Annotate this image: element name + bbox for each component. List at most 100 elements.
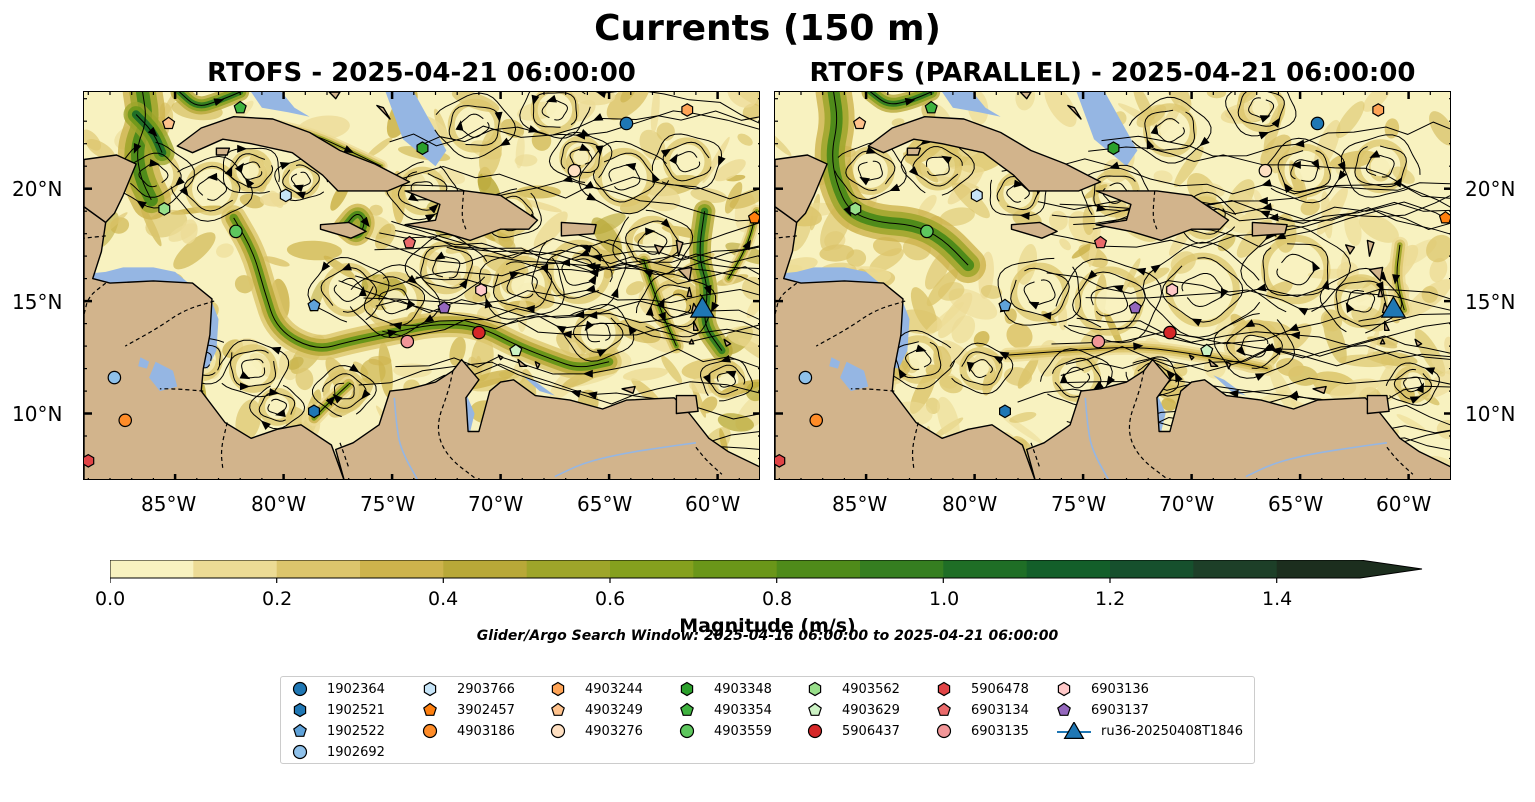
hexagon-marker-icon: [1057, 681, 1071, 697]
legend-marker: [680, 702, 694, 716]
legend-label: 1902364: [327, 681, 385, 697]
float-marker: [84, 453, 95, 468]
float-marker: [107, 370, 122, 385]
left-map: [83, 91, 760, 480]
legend-marker: [1057, 702, 1071, 716]
float-marker: [279, 188, 292, 203]
circle-marker-icon: [936, 723, 952, 739]
pentagon-marker-icon: [937, 702, 951, 716]
search-window-text: Glider/Argo Search Window: 2025-04-16 06…: [476, 628, 1059, 644]
glider-marker: [1380, 295, 1407, 318]
land: [775, 92, 1450, 479]
legend-marker: [679, 723, 695, 739]
legend-marker: [551, 702, 565, 716]
lon-tick-65w-left: 65°W: [577, 492, 633, 516]
colorbar-segment: [1110, 560, 1194, 578]
colorbar-segment: [1193, 560, 1278, 578]
float-marker: [924, 100, 938, 114]
legend-marker: [423, 702, 437, 716]
lat-tick-15n-left: 15°N: [12, 290, 63, 314]
colorbar-label: Magnitude (m/s): [679, 615, 856, 637]
hexagon-marker-icon: [808, 681, 822, 697]
float-marker: [437, 300, 451, 314]
float-marker: [798, 370, 813, 385]
legend-item: 6903136: [1055, 679, 1149, 699]
cbar-tick-5: 1.0: [929, 588, 960, 610]
legend-marker: [807, 723, 823, 739]
float-marker: [400, 334, 415, 349]
cbar-tick-0: 0.0: [95, 588, 126, 610]
float-marker: [567, 163, 582, 178]
colorbar-segment: [693, 560, 778, 578]
lat-tick-10n-right: 10°N: [1465, 402, 1516, 426]
hexagon-marker-icon: [937, 681, 951, 697]
legend-item: 4903249: [549, 700, 643, 720]
pentagon-marker-icon: [551, 702, 565, 716]
circle-marker-icon: [550, 723, 566, 739]
axis-ticks: [84, 92, 759, 479]
legend-label: 5906437: [842, 723, 900, 739]
circle-marker-icon: [292, 744, 308, 760]
float-marker: [308, 404, 320, 419]
country-borders: [84, 190, 723, 479]
legend-item: 4903562: [806, 679, 900, 699]
hexagon-marker-icon: [680, 681, 694, 697]
pentagon-marker-icon: [423, 702, 437, 716]
lon-tick-80w-right: 80°W: [942, 492, 998, 516]
colorbar-segment: [860, 560, 944, 578]
float-marker: [1166, 283, 1179, 297]
float-marker: [970, 188, 983, 203]
legend-label: 6903137: [1091, 702, 1149, 718]
legend: 1902364 1902521 1902522 1902692 2903766 39024…: [280, 676, 1255, 764]
legend-label: 4903249: [585, 702, 643, 718]
colorbar-extend-arrow: [1360, 560, 1422, 578]
colorbar-segment: [1276, 560, 1361, 578]
float-marker: [158, 202, 171, 216]
legend-label: ru36-20250408T1846: [1101, 723, 1244, 739]
legend-label: 4903348: [714, 681, 772, 697]
country-borders: [775, 190, 1414, 479]
legend-item: ru36-20250408T1846: [1055, 721, 1243, 741]
legend-label: 3902457: [457, 702, 515, 718]
legend-marker: [292, 744, 308, 760]
colorbar-segment: [276, 560, 361, 578]
legend-marker: [937, 681, 951, 697]
lon-tick-80w-left: 80°W: [251, 492, 307, 516]
legend-label: 4903562: [842, 681, 900, 697]
colorbar-segment: [610, 560, 694, 578]
left-panel-title: RTOFS - 2025-04-21 06:00:00: [207, 58, 636, 88]
triangle-marker-icon: [1057, 722, 1091, 739]
lon-tick-60w-left: 60°W: [685, 492, 741, 516]
lon-tick-65w-right: 65°W: [1268, 492, 1324, 516]
legend-item: 1902364: [291, 679, 385, 699]
pentagon-marker-icon: [293, 723, 307, 737]
float-marker: [775, 453, 786, 468]
colorbar-segment: [360, 560, 444, 578]
legend-item: 3902457: [421, 700, 515, 720]
legend-marker: [293, 702, 307, 718]
legend-label: 4903559: [714, 723, 772, 739]
circle-marker-icon: [422, 723, 438, 739]
float-marker: [999, 404, 1011, 419]
legend-item: 4903186: [421, 721, 515, 741]
legend-label: 2903766: [457, 681, 515, 697]
legend-label: 4903276: [585, 723, 643, 739]
float-marker: [1128, 300, 1142, 314]
legend-item: 4903559: [678, 721, 772, 741]
legend-marker: [808, 702, 822, 716]
float-marker: [1200, 343, 1214, 357]
float-marker: [809, 413, 824, 428]
float-marker: [118, 413, 133, 428]
float-marker: [475, 283, 488, 297]
legend-label: 6903135: [971, 723, 1029, 739]
lon-tick-85w-right: 85°W: [832, 492, 888, 516]
float-marker: [509, 343, 523, 357]
legend-item: 4903629: [806, 700, 900, 720]
float-markers: [775, 100, 1450, 468]
legend-marker: [550, 723, 566, 739]
legend-item: 5906437: [806, 721, 900, 741]
pentagon-marker-icon: [808, 702, 822, 716]
legend-marker: [936, 723, 952, 739]
float-markers: [84, 100, 759, 468]
pentagon-marker-icon: [680, 702, 694, 716]
